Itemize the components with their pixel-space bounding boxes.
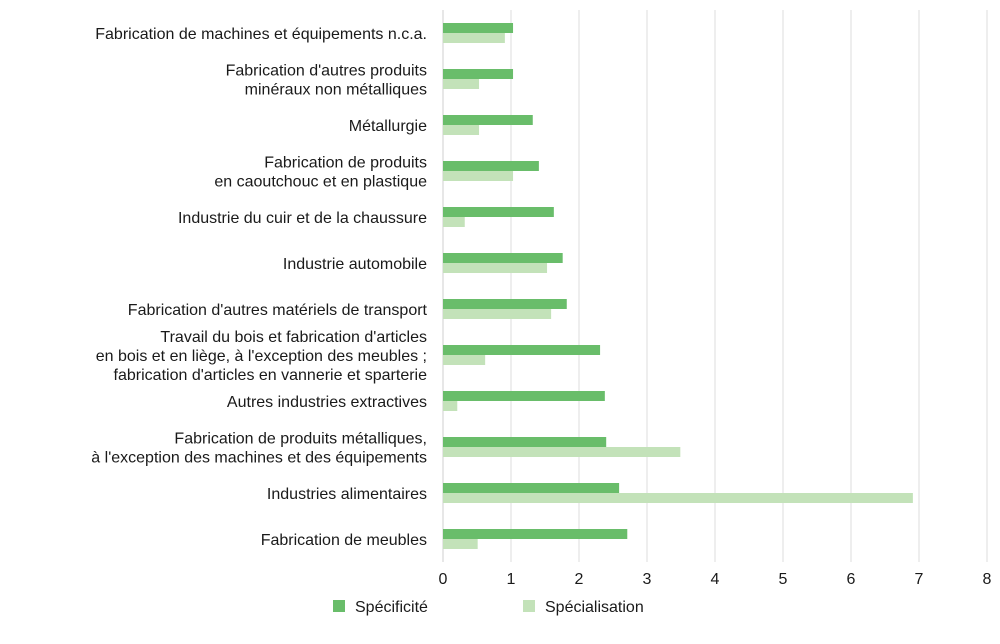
- legend-label: Spécificité: [355, 599, 428, 616]
- bar-specialisation: [443, 79, 480, 89]
- x-tick-labels: 0 1 2 3 4 5 6 7 8: [439, 571, 992, 588]
- category-label: Autres industries extractives: [227, 394, 427, 411]
- category-label: Fabrication de produits: [264, 155, 427, 172]
- bar-specificite: [443, 161, 539, 171]
- category-label: Fabrication de produits métalliques,: [174, 431, 427, 448]
- bar-specificite: [443, 299, 567, 309]
- bar-specificite: [443, 69, 514, 79]
- category-label: en caoutchouc et en plastique: [214, 174, 427, 191]
- category-label: Industries alimentaires: [267, 486, 427, 503]
- gridlines: [442, 10, 988, 562]
- bar-specificite: [443, 391, 605, 401]
- category-label: Industrie du cuir et de la chaussure: [178, 210, 427, 227]
- bar-specialisation: [443, 171, 514, 181]
- legend-swatch: [333, 600, 345, 612]
- category-label: Travail du bois et fabrication d'article…: [160, 329, 427, 346]
- bar-specificite: [443, 345, 601, 355]
- x-tick-label: 6: [847, 571, 856, 588]
- bar-specialisation: [443, 309, 552, 319]
- bar-specificite: [443, 437, 607, 447]
- legend: Spécificité Spécialisation: [333, 599, 644, 616]
- x-tick-label: 5: [779, 571, 788, 588]
- category-label: fabrication d'articles en vannerie et sp…: [114, 367, 428, 384]
- category-label: Métallurgie: [349, 118, 427, 135]
- bar-specialisation: [443, 355, 486, 365]
- bar-specificite: [443, 483, 620, 493]
- bars: [443, 23, 913, 549]
- category-label: minéraux non métalliques: [245, 82, 427, 99]
- x-tick-label: 3: [643, 571, 652, 588]
- bar-specificite: [443, 207, 554, 217]
- x-tick-label: 7: [915, 571, 924, 588]
- bar-specialisation: [443, 401, 458, 411]
- bar-specificite: [443, 529, 628, 539]
- x-tick-label: 8: [983, 571, 992, 588]
- bar-specialisation: [443, 217, 465, 227]
- x-tick-label: 0: [439, 571, 448, 588]
- category-label: Fabrication d'autres matériels de transp…: [128, 302, 428, 319]
- bar-specialisation: [443, 263, 548, 273]
- bar-specialisation: [443, 125, 480, 135]
- category-labels: Fabrication de machines et équipements n…: [91, 26, 427, 549]
- x-tick-label: 1: [507, 571, 516, 588]
- category-label: à l'exception des machines et des équipe…: [91, 450, 427, 467]
- x-tick-label: 2: [575, 571, 584, 588]
- category-label: en bois et en liège, à l'exception des m…: [96, 348, 427, 365]
- bar-specificite: [443, 253, 563, 263]
- legend-label: Spécialisation: [545, 599, 644, 616]
- bar-specialisation: [443, 539, 478, 549]
- category-label: Fabrication d'autres produits: [226, 63, 427, 80]
- category-label: Fabrication de meubles: [261, 532, 427, 549]
- bar-specificite: [443, 115, 533, 125]
- bar-specialisation: [443, 493, 913, 503]
- bar-specialisation: [443, 447, 681, 457]
- category-label: Industrie automobile: [283, 256, 427, 273]
- bar-specialisation: [443, 33, 505, 43]
- category-label: Fabrication de machines et équipements n…: [95, 26, 427, 43]
- legend-swatch: [523, 600, 535, 612]
- x-tick-label: 4: [711, 571, 720, 588]
- bar-specificite: [443, 23, 514, 33]
